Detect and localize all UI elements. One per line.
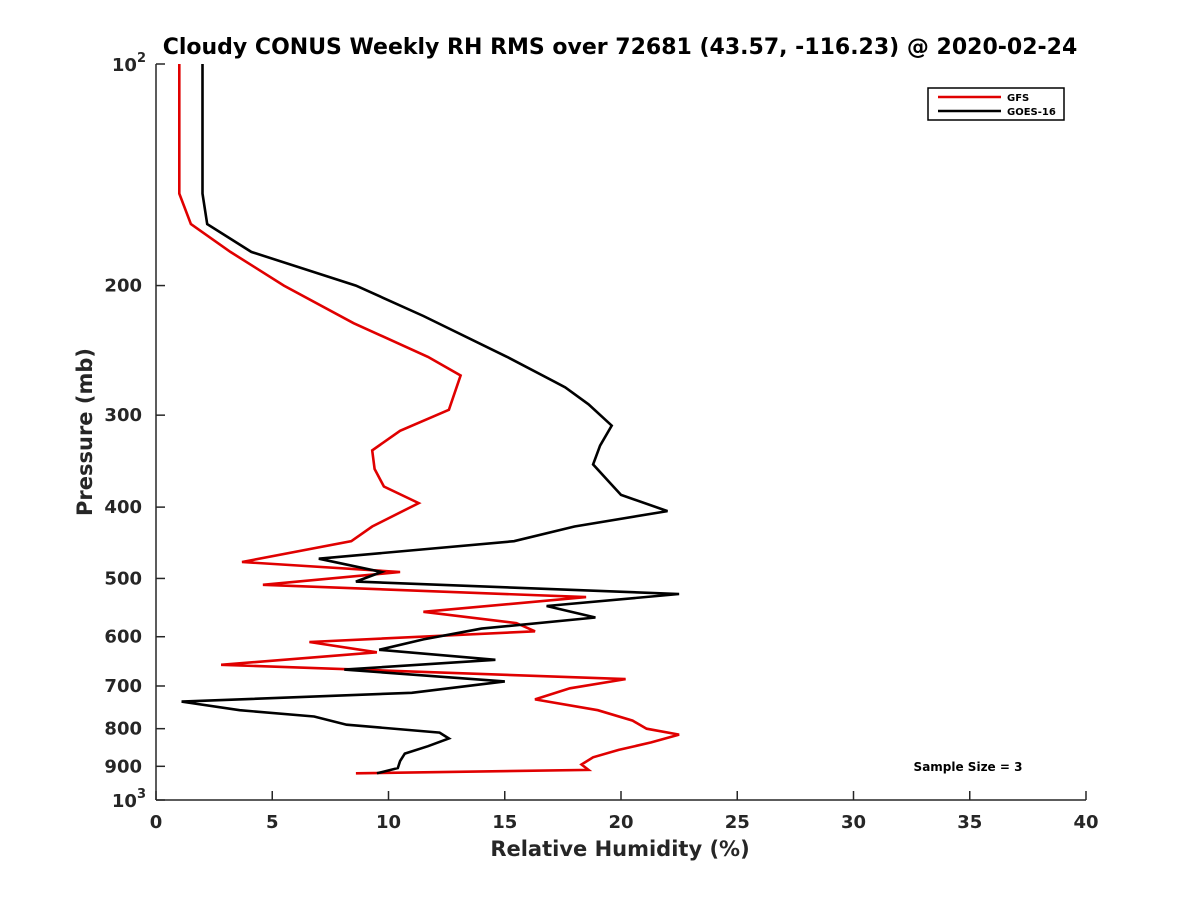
x-axis-ticks: 0 5 10 15 20 25 30 35 40	[150, 791, 1099, 833]
legend: GFS GOES-16	[927, 87, 1065, 121]
series-line-gfs	[178, 64, 680, 775]
x-tick-label: 0	[150, 812, 163, 833]
x-tick-label: 40	[1073, 812, 1098, 833]
y-axis-ticks: 102 200 300 400 500 600 700 800 900 103	[104, 51, 165, 812]
x-tick-label: 10	[376, 812, 401, 833]
x-tick-label: 5	[266, 812, 279, 833]
legend-label: GOES-16	[1007, 107, 1056, 118]
x-tick-label: 30	[841, 812, 866, 833]
x-axis-label: Relative Humidity (%)	[490, 837, 749, 861]
series-line-goes-16	[181, 64, 680, 775]
y-tick-label: 102	[112, 51, 146, 76]
x-tick-label: 20	[608, 812, 633, 833]
y-tick-label: 700	[104, 676, 142, 697]
x-tick-label: 15	[492, 812, 517, 833]
y-tick-label: 900	[104, 756, 142, 777]
y-tick-label: 400	[104, 497, 142, 518]
y-tick-label: 200	[104, 276, 142, 297]
legend-label: GFS	[1007, 93, 1029, 104]
y-tick-label: 103	[112, 787, 146, 812]
y-tick-label: 800	[104, 719, 142, 740]
chart-title: Cloudy CONUS Weekly RH RMS over 72681 (4…	[163, 35, 1078, 60]
axes	[155, 64, 1086, 801]
y-axis-label: Pressure (mb)	[73, 348, 97, 516]
y-tick-label: 500	[104, 568, 142, 589]
plot-lines	[178, 64, 680, 775]
y-tick-label: 300	[104, 405, 142, 426]
sample-size-annotation: Sample Size = 3	[914, 760, 1023, 774]
x-tick-label: 25	[725, 812, 750, 833]
y-tick-label: 600	[104, 627, 142, 648]
x-tick-label: 35	[957, 812, 982, 833]
legend-box	[927, 87, 1065, 121]
